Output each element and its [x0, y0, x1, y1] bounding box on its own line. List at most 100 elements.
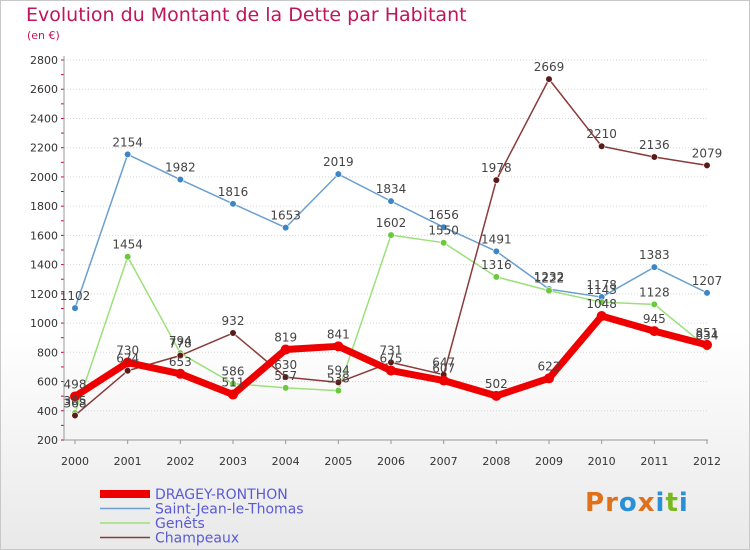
- data-label: 1128: [639, 285, 670, 299]
- data-point: [438, 375, 449, 386]
- data-point: [334, 170, 342, 178]
- data-point: [491, 390, 502, 401]
- data-label: 2079: [692, 146, 723, 160]
- data-label: 1222: [534, 272, 565, 286]
- legend-label: Champeaux: [155, 531, 239, 547]
- legend: DRAGEY-RONTHONSaint-Jean-le-ThomasGenêts…: [100, 487, 304, 547]
- data-point: [334, 387, 342, 395]
- data-label: 1834: [376, 182, 407, 196]
- y-tick-label: 1600: [30, 229, 58, 242]
- data-label: 1207: [692, 274, 723, 288]
- data-label: 557: [274, 369, 297, 383]
- legend-label: DRAGEY-RONTHON: [155, 487, 288, 503]
- data-point: [703, 289, 711, 297]
- x-tick-label: 2001: [114, 455, 142, 468]
- data-point: [650, 300, 658, 308]
- data-point: [598, 142, 606, 150]
- data-label: 385: [64, 394, 87, 408]
- data-label: 841: [327, 327, 350, 341]
- logo-letter: i: [655, 488, 666, 518]
- data-point: [228, 389, 238, 400]
- data-point: [282, 384, 290, 392]
- data-point: [387, 231, 395, 239]
- proxiti-logo: Proxiti: [585, 488, 689, 518]
- data-point: [598, 298, 606, 306]
- data-label: 1048: [586, 297, 617, 311]
- data-point: [492, 176, 500, 184]
- x-tick-label: 2002: [166, 455, 194, 468]
- legend-label: Saint-Jean-le-Thomas: [155, 502, 304, 518]
- data-label: 502: [485, 377, 508, 391]
- data-label: 2210: [586, 127, 617, 141]
- grid-lines: [64, 59, 708, 441]
- data-point: [282, 224, 290, 232]
- data-label: 1383: [639, 248, 670, 262]
- data-label: 1454: [112, 238, 143, 252]
- y-tick-label: 1800: [30, 200, 58, 213]
- data-label: 1232: [534, 270, 565, 284]
- logo-letter: x: [637, 488, 656, 518]
- data-point: [649, 326, 660, 337]
- data-label: 2669: [534, 60, 565, 74]
- logo-letter: t: [665, 488, 679, 518]
- x-tick-label: 2000: [61, 455, 89, 468]
- data-point: [650, 263, 658, 271]
- data-label: 2154: [112, 135, 143, 149]
- y-tick-label: 800: [37, 346, 58, 359]
- data-label: 778: [169, 337, 192, 351]
- data-point: [176, 351, 184, 360]
- x-tick-label: 2008: [482, 455, 510, 468]
- data-point: [176, 175, 184, 184]
- legend-label: Genêts: [155, 516, 205, 532]
- data-point: [124, 253, 132, 261]
- data-point: [282, 373, 290, 381]
- data-label: 945: [643, 312, 666, 326]
- data-label: 498: [64, 377, 87, 391]
- data-point: [703, 161, 711, 169]
- data-point: [71, 411, 79, 420]
- data-point: [175, 368, 186, 379]
- x-tick-label: 2011: [640, 455, 668, 468]
- data-label: 594: [327, 363, 350, 377]
- data-label: 607: [432, 362, 455, 376]
- x-tick-label: 2005: [324, 455, 352, 468]
- data-point: [334, 378, 342, 387]
- data-point: [544, 373, 554, 384]
- data-point: [387, 197, 395, 205]
- data-label: 368: [64, 396, 87, 410]
- axes: 200 400 600 800 1000 1200 1400 1600 1800 2000 2200…: [30, 54, 721, 468]
- data-point: [122, 357, 133, 368]
- data-point: [596, 311, 607, 322]
- y-tick-label: 1200: [30, 288, 58, 301]
- y-tick-label: 2000: [30, 171, 58, 184]
- data-label: 1550: [428, 224, 459, 238]
- data-label: 834: [696, 328, 719, 342]
- data-label: 1978: [481, 161, 512, 175]
- y-tick-label: 2200: [30, 142, 58, 155]
- data-label: 511: [222, 376, 245, 390]
- chart-title: Evolution du Montant de la Dette par Hab…: [26, 4, 467, 26]
- data-label: 2019: [323, 155, 354, 169]
- data-label: 538: [327, 372, 350, 386]
- data-point: [280, 344, 291, 355]
- data-point: [71, 304, 79, 312]
- data-point: [333, 341, 344, 352]
- data-point: [440, 239, 448, 247]
- logo-letter: o: [618, 488, 638, 518]
- y-tick-label: 200: [37, 434, 58, 447]
- chart-subtitle: (en €): [27, 29, 60, 42]
- data-label: 1491: [481, 232, 512, 246]
- data-label: 1816: [218, 185, 249, 199]
- data-label: 1653: [270, 209, 301, 223]
- data-point: [229, 329, 237, 337]
- data-label: 630: [274, 358, 297, 372]
- y-tick-label: 1400: [30, 259, 58, 272]
- x-tick-label: 2007: [430, 455, 458, 468]
- data-point: [492, 273, 500, 281]
- data-label: 851: [696, 326, 719, 340]
- y-tick-label: 2800: [30, 54, 58, 67]
- data-point: [440, 223, 448, 231]
- data-label: 1602: [376, 216, 407, 230]
